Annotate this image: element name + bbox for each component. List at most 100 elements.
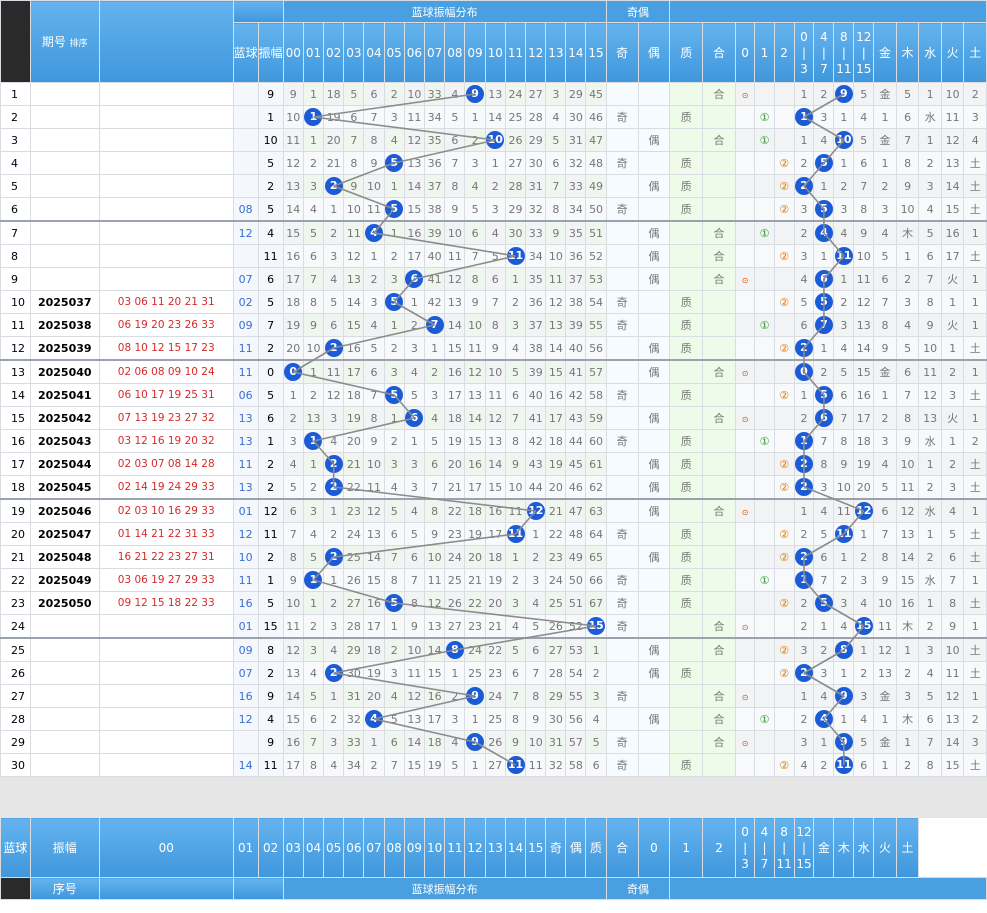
range-cell: 4 <box>833 220 855 245</box>
range-cell: 1 <box>793 383 815 407</box>
row-blue: 13 <box>232 429 259 453</box>
wuxing-cell: 6 <box>873 498 897 523</box>
row-period <box>29 244 100 268</box>
parity-even-cell <box>637 383 671 407</box>
row-amp: 9 <box>257 730 284 754</box>
amp-cell: 5 <box>383 498 405 523</box>
amp-cell: 9 <box>464 684 486 708</box>
amp-cell: 13 <box>484 429 506 453</box>
amp-cell: 25 <box>464 661 486 685</box>
parity-even-cell: 偶 <box>637 336 671 361</box>
seq-header[interactable]: 序号 <box>29 877 100 900</box>
range-cell: 1 <box>833 707 855 731</box>
amp-cell: 14 <box>282 197 304 222</box>
wuxing-cell: 1 <box>963 684 987 708</box>
range-cell: 3 <box>833 313 855 337</box>
row-seq: 8 <box>0 244 31 268</box>
amp-cell: 17 <box>545 406 567 430</box>
row-period: 2025037 <box>29 290 100 314</box>
road-mark: ① <box>759 110 770 124</box>
amp-cell: 17 <box>282 753 304 777</box>
amp-cell: 30 <box>504 220 527 245</box>
wuxing-cell: 4 <box>918 197 942 222</box>
sort-toggle[interactable]: 排序 <box>69 38 88 49</box>
wuxing-cell: 木 <box>895 707 920 731</box>
amp-cell: 16 <box>282 730 304 754</box>
parity-even-cell: 偶 <box>637 498 671 523</box>
prime-cell: 质 <box>669 568 704 592</box>
row-blue: 07 <box>232 267 259 291</box>
amp-cell: 37 <box>525 313 547 337</box>
amp-cell: 26 <box>343 568 365 592</box>
range-cell: 7 <box>813 313 835 337</box>
amp-cell: 47 <box>585 128 607 152</box>
amp-cell: 19 <box>282 313 304 337</box>
wuxing-cell: 4 <box>940 498 965 523</box>
amp-cell: 5 <box>383 197 405 222</box>
parity-group-header: 奇偶 <box>605 877 671 900</box>
amp-cell: 31 <box>565 128 587 152</box>
road-cell-0: ⊙ <box>734 359 756 384</box>
amp-cell: 33 <box>565 174 587 198</box>
range-col-1: 4 | 7 <box>754 817 775 878</box>
wuxing-cell: 2 <box>873 174 897 198</box>
amp-cell: 3 <box>403 452 426 476</box>
table-row: 29 9 16 7 3 33 1 6 14 18 4 9 26 9 10 31 57 5 奇合 ⊙ 3 1 9 5 金 1 7 14 3 <box>0 730 987 754</box>
amp-cell: 8 <box>444 637 466 662</box>
amp-cell: 6 <box>343 105 365 129</box>
parity-even-cell: 偶 <box>637 128 671 152</box>
prime-col-1: 合 <box>605 817 639 878</box>
amp-cell: 10 <box>444 220 466 245</box>
row-period <box>29 637 100 662</box>
wuxing-cell: 9 <box>895 174 920 198</box>
amp-cell: 8 <box>383 568 405 592</box>
row-blue: 13 <box>232 475 259 500</box>
row-period <box>29 128 100 152</box>
amp-cell: 8 <box>444 174 466 198</box>
composite-cell <box>702 545 736 569</box>
row-blue <box>232 244 259 268</box>
composite-cell <box>702 475 736 500</box>
row-numbers: 02 03 10 16 29 33 <box>98 498 234 523</box>
range-col-0: 0 | 3 <box>734 817 756 878</box>
amp-cell: 1 <box>363 730 385 754</box>
amp-cell: 3 <box>323 614 345 639</box>
road-cell-2: ② <box>773 591 795 615</box>
range-cell: 1 <box>833 105 855 129</box>
prime-cell <box>669 614 704 639</box>
range-cell: 3 <box>813 475 835 500</box>
amp-cell: 2 <box>363 753 385 777</box>
range-cell: 5 <box>813 151 835 175</box>
amp-cell: 15 <box>403 753 426 777</box>
amp-cell: 27 <box>444 614 466 639</box>
amp-cell: 6 <box>323 313 345 337</box>
period-header[interactable]: 期号 排序 <box>29 0 100 83</box>
range-cell: 1 <box>833 661 855 685</box>
composite-cell: 合 <box>702 244 736 268</box>
range-cell: 3 <box>813 105 835 129</box>
hit-ball: 5 <box>385 594 404 612</box>
wuxing-cell: 11 <box>918 359 942 384</box>
row-period <box>29 730 100 754</box>
amp-cell: 22 <box>545 522 567 546</box>
wuxing-cell: 1 <box>918 82 942 106</box>
amp-cell: 13 <box>302 406 325 430</box>
wuxing-cell: 土 <box>963 591 987 615</box>
range-ball: 15 <box>854 617 873 635</box>
wuxing-cell: 1 <box>918 522 942 546</box>
amp-cell: 10 <box>403 82 426 106</box>
table-row: 30 14 11 17 8 4 34 2 7 15 19 5 1 27 11 11 32 58 6 奇质 ② 4 2 11 6 1… <box>0 753 987 777</box>
wuxing-cell: 4 <box>963 128 987 152</box>
road-col-2: 2 <box>773 22 795 83</box>
amp-cell: 8 <box>525 684 547 708</box>
composite-cell <box>702 336 736 361</box>
amp-cell: 1 <box>302 568 325 592</box>
composite-cell <box>702 197 736 222</box>
road-cell-1 <box>754 82 775 106</box>
range-bot: 11 <box>836 61 852 76</box>
table-row: 10 2025037 03 06 11 20 21 31 02 5 18 8 5 14 3 5 1 42… <box>0 290 987 314</box>
range-col-2: 8 | 11 <box>833 22 855 83</box>
range-cell: 6 <box>813 267 835 291</box>
amp-cell: 19 <box>424 753 446 777</box>
amp-cell: 65 <box>585 545 607 569</box>
